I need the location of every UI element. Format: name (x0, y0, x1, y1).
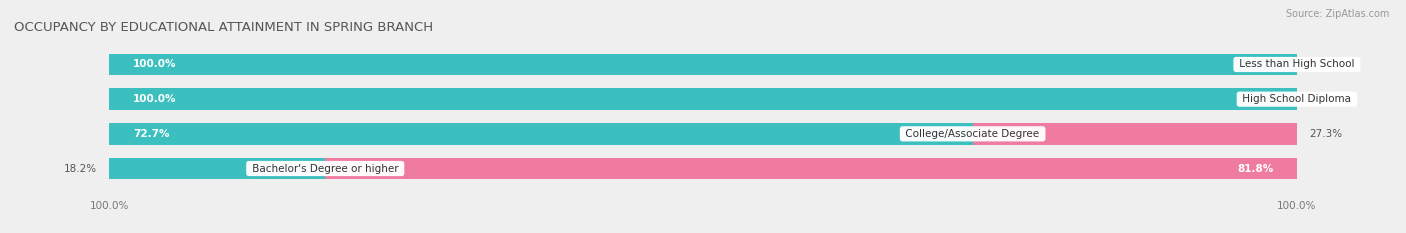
Bar (110, 54, 1296, 75)
Text: College/Associate Degree: College/Associate Degree (903, 129, 1043, 139)
Bar (110, 54, 1296, 75)
Text: 27.3%: 27.3% (1309, 129, 1341, 139)
Text: Source: ZipAtlas.com: Source: ZipAtlas.com (1285, 9, 1389, 19)
Bar (110, 158, 1296, 179)
Text: 18.2%: 18.2% (65, 164, 97, 174)
Bar (110, 158, 325, 179)
Text: 0.0%: 0.0% (1309, 94, 1336, 104)
Text: 72.7%: 72.7% (132, 129, 169, 139)
Bar (110, 88, 1296, 110)
Bar (110, 54, 1296, 75)
Text: Less than High School: Less than High School (1236, 59, 1358, 69)
Bar (110, 123, 973, 145)
Bar (110, 123, 1296, 145)
Bar (110, 88, 1296, 110)
Bar (110, 158, 325, 179)
Text: 100.0%: 100.0% (132, 59, 176, 69)
Bar (110, 123, 973, 145)
Bar (110, 158, 1296, 179)
Bar (325, 158, 1296, 179)
Text: High School Diploma: High School Diploma (1239, 94, 1354, 104)
Bar (110, 88, 1296, 110)
Bar (110, 54, 1296, 75)
Text: 0.0%: 0.0% (1309, 59, 1336, 69)
Text: Bachelor's Degree or higher: Bachelor's Degree or higher (249, 164, 402, 174)
Bar (110, 123, 1296, 145)
Text: 100.0%: 100.0% (132, 94, 176, 104)
Bar (973, 123, 1296, 145)
Bar (110, 88, 1296, 110)
Text: 81.8%: 81.8% (1237, 164, 1274, 174)
Text: OCCUPANCY BY EDUCATIONAL ATTAINMENT IN SPRING BRANCH: OCCUPANCY BY EDUCATIONAL ATTAINMENT IN S… (14, 21, 433, 34)
